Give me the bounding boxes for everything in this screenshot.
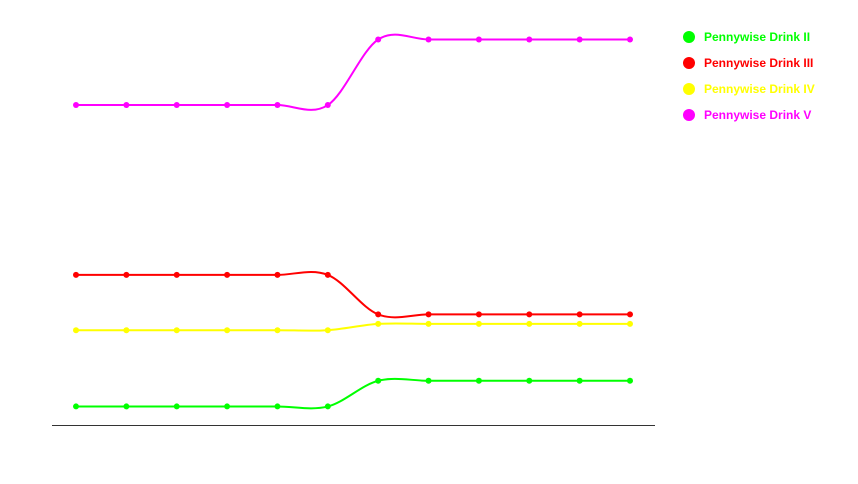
series-layer <box>73 33 633 410</box>
legend-label: Pennywise Drink IV <box>704 82 815 96</box>
series-line-pennywise-drink-iv <box>76 322 630 332</box>
data-point-pennywise-drink-iii-6[interactable] <box>324 271 331 278</box>
data-point-pennywise-drink-iii-4[interactable] <box>224 271 231 278</box>
legend-marker-icon <box>683 109 695 121</box>
data-point-pennywise-drink-iii-8[interactable] <box>425 311 432 318</box>
data-point-pennywise-drink-v-1[interactable] <box>73 102 79 109</box>
data-point-pennywise-drink-v-2[interactable] <box>123 102 130 109</box>
data-point-pennywise-drink-v-10[interactable] <box>526 36 533 43</box>
data-point-pennywise-drink-iv-11[interactable] <box>576 320 583 327</box>
data-point-pennywise-drink-iv-9[interactable] <box>475 320 482 327</box>
data-point-pennywise-drink-ii-7[interactable] <box>375 377 382 384</box>
legend-item-pennywise-drink-iii[interactable]: Pennywise Drink III <box>683 50 815 76</box>
data-point-pennywise-drink-ii-11[interactable] <box>576 377 583 384</box>
data-point-pennywise-drink-ii-6[interactable] <box>324 403 331 410</box>
data-point-pennywise-drink-iv-1[interactable] <box>73 327 79 334</box>
data-point-pennywise-drink-ii-1[interactable] <box>73 403 79 410</box>
series-pennywise-drink-ii <box>73 377 633 410</box>
data-point-pennywise-drink-iv-6[interactable] <box>324 327 331 334</box>
data-point-pennywise-drink-iii-10[interactable] <box>526 311 533 318</box>
data-point-pennywise-drink-ii-8[interactable] <box>425 377 432 384</box>
data-point-pennywise-drink-iv-5[interactable] <box>274 327 281 334</box>
data-point-pennywise-drink-iii-11[interactable] <box>576 311 583 318</box>
series-pennywise-drink-v <box>73 33 633 111</box>
series-line-pennywise-drink-iii <box>76 271 630 319</box>
data-point-pennywise-drink-iii-1[interactable] <box>73 271 79 278</box>
legend: Pennywise Drink II Pennywise Drink III P… <box>683 24 815 128</box>
data-point-pennywise-drink-v-7[interactable] <box>375 36 382 43</box>
legend-marker-icon <box>683 57 695 69</box>
data-point-pennywise-drink-v-3[interactable] <box>173 102 180 109</box>
series-pennywise-drink-iii <box>73 271 633 319</box>
series-pennywise-drink-iv <box>73 320 633 334</box>
data-point-pennywise-drink-iv-2[interactable] <box>123 327 130 334</box>
data-point-pennywise-drink-ii-2[interactable] <box>123 403 130 410</box>
data-point-pennywise-drink-iv-12[interactable] <box>627 320 633 327</box>
data-point-pennywise-drink-v-12[interactable] <box>627 36 633 43</box>
data-point-pennywise-drink-v-4[interactable] <box>224 102 231 109</box>
series-line-pennywise-drink-ii <box>75 377 630 410</box>
legend-label: Pennywise Drink V <box>704 108 812 122</box>
legend-label: Pennywise Drink III <box>704 56 814 70</box>
data-point-pennywise-drink-v-6[interactable] <box>324 102 331 109</box>
data-point-pennywise-drink-ii-3[interactable] <box>173 403 180 410</box>
data-point-pennywise-drink-iii-9[interactable] <box>475 311 482 318</box>
legend-label: Pennywise Drink II <box>704 30 811 44</box>
data-point-pennywise-drink-v-8[interactable] <box>425 36 432 43</box>
data-point-pennywise-drink-v-9[interactable] <box>475 36 482 43</box>
data-point-pennywise-drink-iii-7[interactable] <box>375 311 382 318</box>
data-point-pennywise-drink-iv-4[interactable] <box>224 327 231 334</box>
data-point-pennywise-drink-iv-7[interactable] <box>375 320 382 327</box>
legend-item-pennywise-drink-iv[interactable]: Pennywise Drink IV <box>683 76 815 102</box>
legend-marker-icon <box>683 31 695 43</box>
data-point-pennywise-drink-iii-3[interactable] <box>173 271 180 278</box>
data-point-pennywise-drink-ii-5[interactable] <box>274 403 281 410</box>
data-point-pennywise-drink-iii-2[interactable] <box>123 271 130 278</box>
data-point-pennywise-drink-ii-12[interactable] <box>627 377 633 384</box>
data-point-pennywise-drink-iii-5[interactable] <box>274 271 281 278</box>
legend-item-pennywise-drink-v[interactable]: Pennywise Drink V <box>683 102 815 128</box>
data-point-pennywise-drink-ii-10[interactable] <box>526 377 533 384</box>
legend-marker-icon <box>683 83 695 95</box>
series-line-pennywise-drink-v <box>76 33 630 111</box>
data-point-pennywise-drink-iv-8[interactable] <box>425 320 432 327</box>
data-point-pennywise-drink-ii-4[interactable] <box>224 403 231 410</box>
data-point-pennywise-drink-iv-3[interactable] <box>173 327 180 334</box>
data-point-pennywise-drink-iii-12[interactable] <box>627 311 633 318</box>
data-point-pennywise-drink-ii-9[interactable] <box>475 377 482 384</box>
legend-item-pennywise-drink-ii[interactable]: Pennywise Drink II <box>683 24 815 50</box>
data-point-pennywise-drink-v-5[interactable] <box>274 102 281 109</box>
data-point-pennywise-drink-v-11[interactable] <box>576 36 583 43</box>
data-point-pennywise-drink-iv-10[interactable] <box>526 320 533 327</box>
